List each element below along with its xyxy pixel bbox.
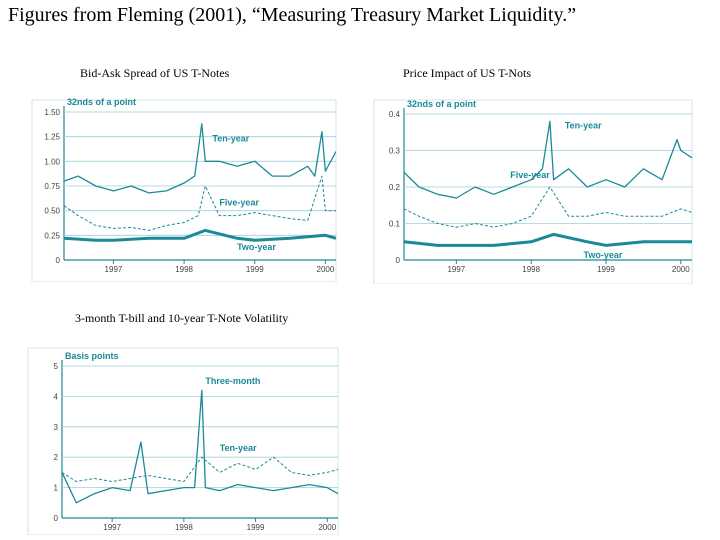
chart0-x-tick-label: 2000 <box>317 265 335 274</box>
chart1-series-annotation: Five-year <box>510 170 550 180</box>
chart0-y-tick-label: 1.00 <box>44 157 60 166</box>
chart1-y-tick-label: 0.4 <box>389 110 401 119</box>
chart1-x-tick-label: 1999 <box>597 265 615 274</box>
chart0-series-ten-year <box>63 123 337 194</box>
chart-caption-bid-ask: Bid-Ask Spread of US T-Notes <box>80 66 230 80</box>
chart2-x-tick-label: 1997 <box>103 523 121 532</box>
chart2-y-tick-label: 5 <box>54 362 59 371</box>
chart1-y-tick-label: 0.1 <box>389 220 401 229</box>
chart2-series-ten-year <box>61 456 339 482</box>
chart1-y-tick-label: 0 <box>396 256 401 265</box>
chart0-x-tick-label: 1997 <box>105 265 123 274</box>
chart2-series-annotation: Ten-year <box>220 443 257 453</box>
chart0-y-tick-label: 0 <box>56 256 61 265</box>
chart1-y-tick-label: 0.3 <box>389 147 401 156</box>
chart0-series-two-year <box>63 228 337 242</box>
price-impact-chart: 0 0.1 0.2 0.3 0.4 1997 1998 1999 2000 32nds of a … <box>373 99 693 284</box>
chart2-series-annotation: Three-month <box>205 376 260 386</box>
chart0-series-five-year <box>63 175 336 231</box>
chart0-y-tick-label: 1.25 <box>44 133 60 142</box>
chart1-series-five-year <box>403 186 693 228</box>
chart2-x-tick-label: 1998 <box>175 523 193 532</box>
chart0-series-annotation: Five-year <box>219 198 259 208</box>
chart-caption-price-impact: Price Impact of US T-Nots <box>403 66 531 80</box>
chart2-y-tick-label: 2 <box>54 453 59 462</box>
chart2-y-tick-label: 3 <box>54 423 59 432</box>
chart0-y-axis-label: 32nds of a point <box>67 97 136 107</box>
chart-caption-volatility: 3-month T-bill and 10-year T-Note Volati… <box>75 311 289 325</box>
chart2-frame <box>27 347 339 535</box>
chart0-y-tick-label: 1.50 <box>44 108 60 117</box>
chart0-x-tick-label: 1998 <box>175 265 193 274</box>
chart2-y-tick-label: 4 <box>54 392 59 401</box>
chart0-series-annotation: Two-year <box>237 242 276 252</box>
chart2-series-three-month <box>61 389 339 504</box>
page-title: Figures from Fleming (2001), “Measuring … <box>8 4 577 26</box>
chart2-y-tick-label: 1 <box>54 484 59 493</box>
chart2-y-axis-label: Basis points <box>65 351 119 361</box>
chart1-frame <box>373 99 693 284</box>
chart0-x-tick-label: 1999 <box>246 265 264 274</box>
chart0-frame <box>31 99 337 282</box>
volatility-chart: 0 1 2 3 4 5 1997 1998 1999 2000 Basis points Three-… <box>27 347 339 535</box>
chart0-series-annotation: Ten-year <box>212 134 249 144</box>
chart1-y-tick-label: 0.2 <box>389 183 401 192</box>
chart0-y-tick-label: 0.25 <box>44 231 60 240</box>
chart1-series-ten-year <box>403 120 693 199</box>
chart1-x-tick-label: 1997 <box>447 265 465 274</box>
chart2-y-tick-label: 0 <box>54 514 59 523</box>
chart1-series-two-year <box>403 232 692 247</box>
chart2-x-tick-label: 1999 <box>247 523 265 532</box>
chart0-y-tick-label: 0.50 <box>44 207 60 216</box>
chart1-y-axis-label: 32nds of a point <box>407 99 476 109</box>
chart2-x-tick-label: 2000 <box>318 523 336 532</box>
chart1-x-tick-label: 2000 <box>672 265 690 274</box>
chart0-y-tick-label: 0.75 <box>44 182 60 191</box>
chart1-series-annotation: Two-year <box>584 250 623 260</box>
bid-ask-spread-chart: 0 0.25 0.50 0.75 1.00 1.25 1.50 1997 1998 1999 200… <box>31 97 337 282</box>
chart1-series-annotation: Ten-year <box>565 121 602 131</box>
chart1-x-tick-label: 1998 <box>522 265 540 274</box>
